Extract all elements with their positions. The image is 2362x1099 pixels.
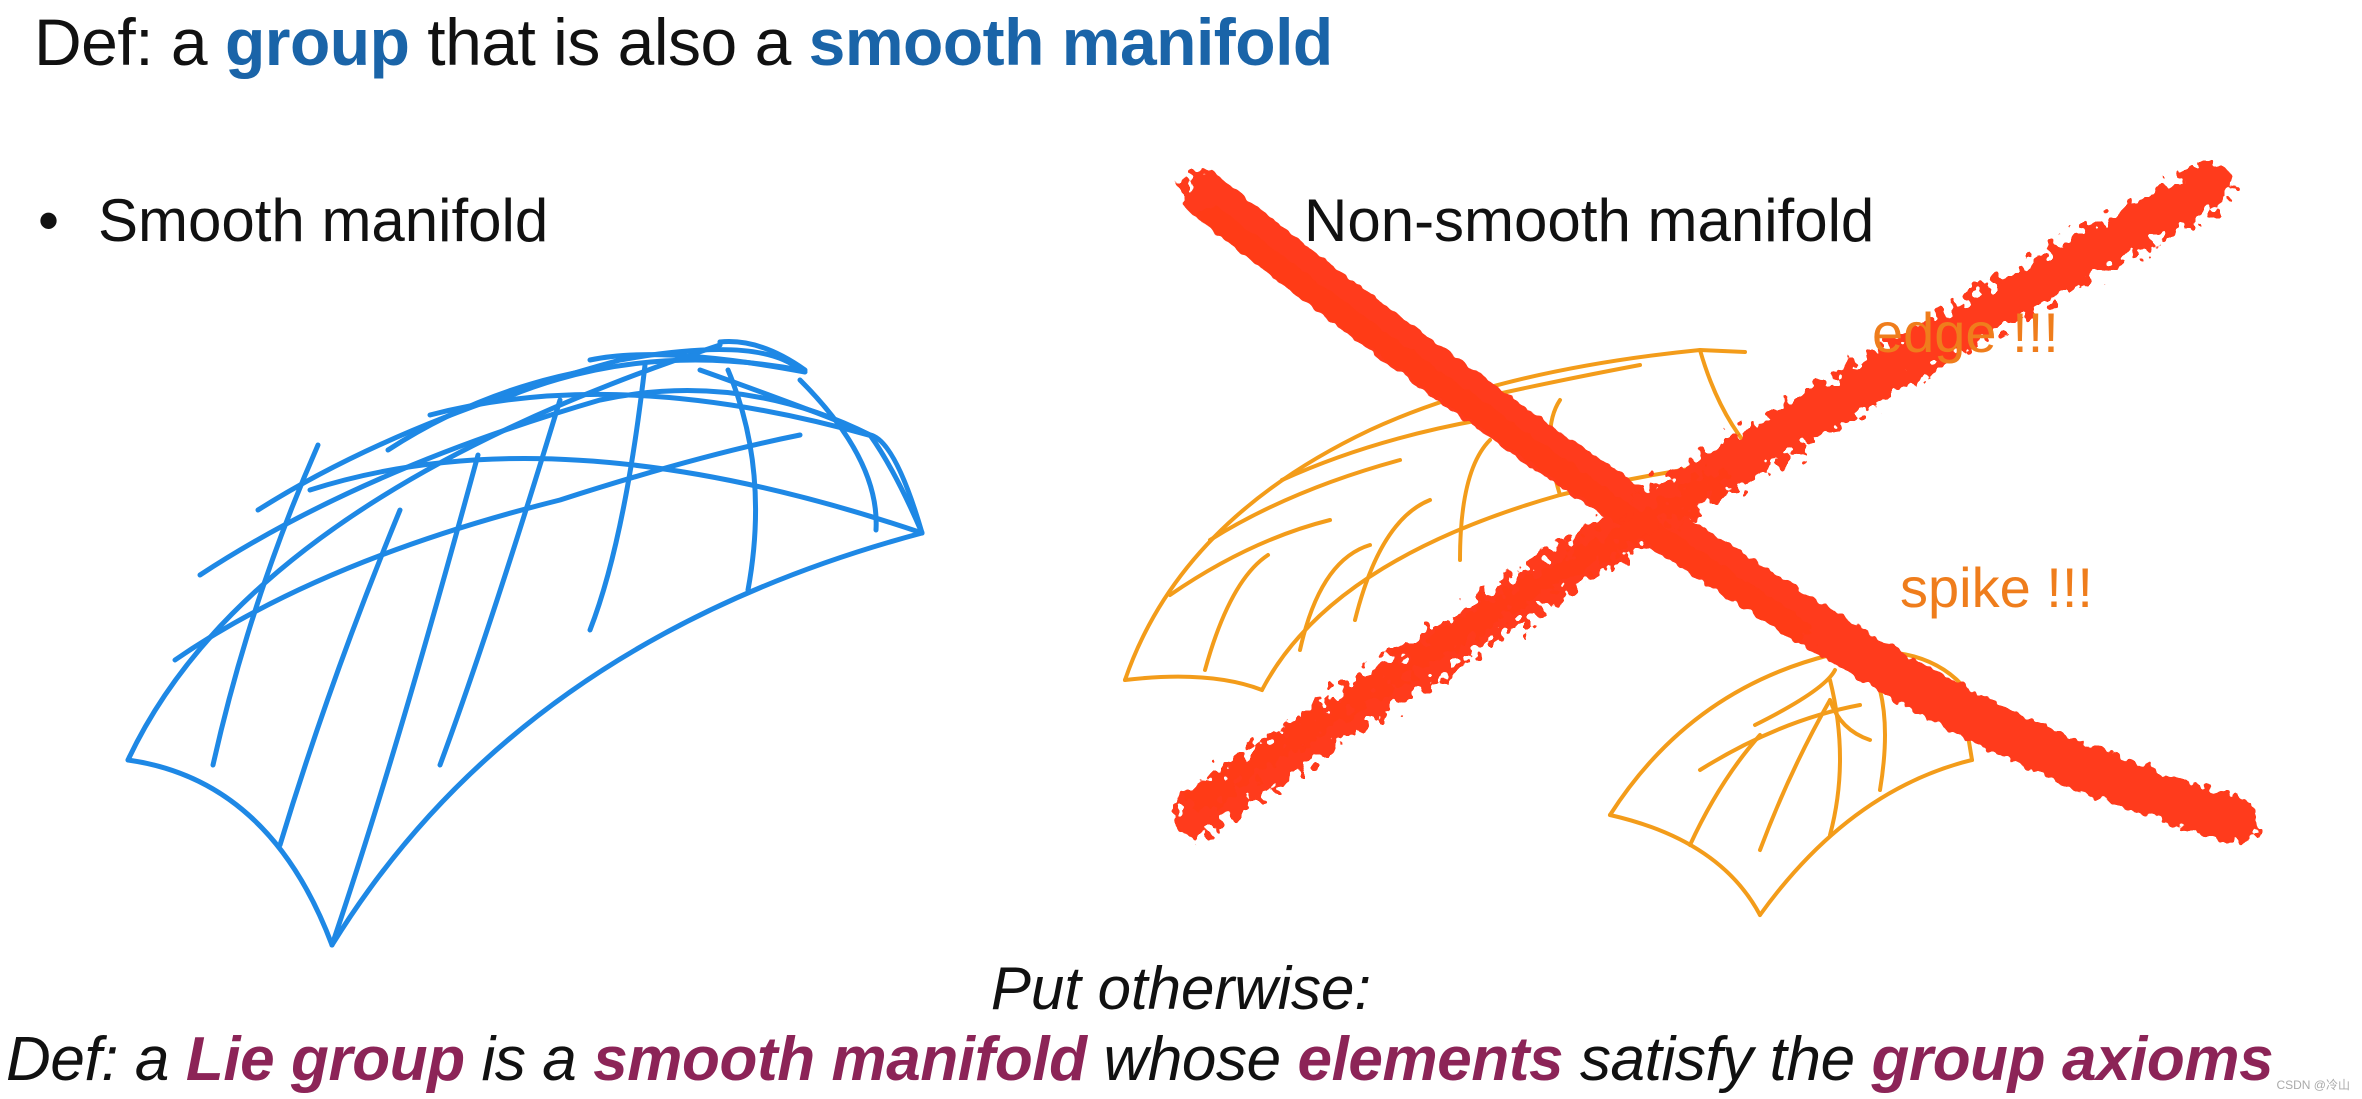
elements-term: elements xyxy=(1297,1025,1564,1094)
title-prefix: Def: a xyxy=(34,5,225,79)
def-text-1: Def: a xyxy=(6,1025,186,1094)
def-text-3: whose xyxy=(1086,1025,1298,1094)
watermark: CSDN @冷山 xyxy=(2276,1078,2350,1092)
smooth-manifold-term: smooth manifold xyxy=(593,1025,1087,1094)
non-smooth-manifold-grid xyxy=(1123,348,1974,917)
lie-group-definition: Def: a Lie group is a smooth manifold wh… xyxy=(6,1024,2274,1095)
edge-annotation: edge !!! xyxy=(1872,301,2059,364)
title-smooth-manifold-term: smooth manifold xyxy=(808,5,1334,79)
put-otherwise-subtitle: Put otherwise: xyxy=(990,955,1372,1022)
definition-title: Def: a group that is also a smooth manif… xyxy=(34,4,1333,80)
spike-annotation: spike !!! xyxy=(1900,556,2093,619)
cross-out-mark xyxy=(1172,162,2258,843)
bullet-dot: • xyxy=(38,187,60,254)
def-text-4: satisfy the xyxy=(1563,1025,1872,1094)
def-text-2: is a xyxy=(464,1025,594,1094)
non-smooth-manifold-label: Non-smooth manifold xyxy=(1304,187,1875,254)
group-axioms-term: group axioms xyxy=(1871,1025,2274,1094)
lie-group-term: Lie group xyxy=(185,1025,465,1094)
title-middle: that is also a xyxy=(409,5,809,79)
smooth-manifold-bullet: • Smooth manifold xyxy=(38,186,548,255)
smooth-manifold-label: Smooth manifold xyxy=(98,187,549,254)
smooth-manifold-grid xyxy=(125,339,925,948)
title-group-term: group xyxy=(224,5,410,79)
